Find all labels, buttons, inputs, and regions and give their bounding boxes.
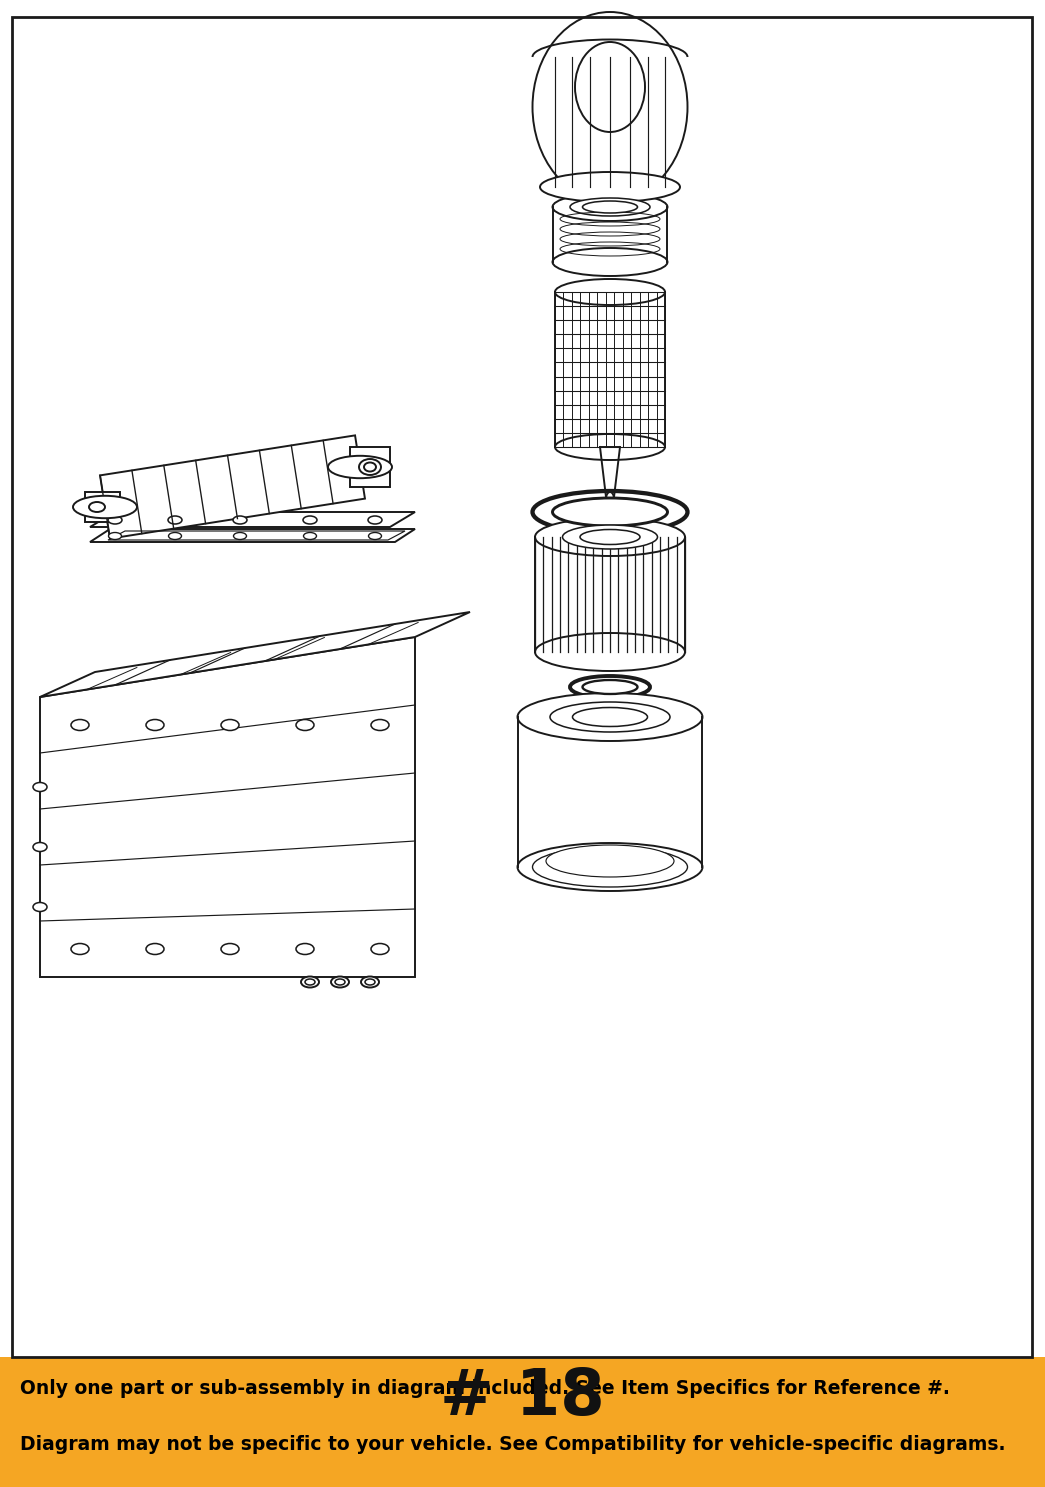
Polygon shape — [85, 492, 120, 522]
Ellipse shape — [359, 459, 381, 474]
Ellipse shape — [33, 903, 47, 912]
Ellipse shape — [33, 782, 47, 791]
Ellipse shape — [580, 529, 640, 544]
Polygon shape — [40, 636, 415, 977]
Ellipse shape — [369, 532, 381, 540]
Ellipse shape — [335, 978, 345, 984]
Ellipse shape — [555, 434, 665, 459]
Ellipse shape — [575, 42, 645, 132]
Text: Only one part or sub-assembly in diagram included. See Item Specifics for Refere: Only one part or sub-assembly in diagram… — [20, 1380, 950, 1398]
Ellipse shape — [533, 491, 688, 532]
Ellipse shape — [220, 720, 239, 730]
Ellipse shape — [168, 516, 182, 523]
Ellipse shape — [108, 516, 122, 523]
Ellipse shape — [535, 633, 686, 671]
Ellipse shape — [146, 720, 164, 730]
Ellipse shape — [301, 977, 319, 987]
Polygon shape — [40, 613, 470, 697]
Ellipse shape — [517, 843, 702, 891]
Polygon shape — [90, 512, 415, 526]
Ellipse shape — [606, 492, 614, 506]
Ellipse shape — [570, 198, 650, 216]
Ellipse shape — [553, 498, 668, 526]
Ellipse shape — [562, 525, 657, 549]
Ellipse shape — [71, 720, 89, 730]
Ellipse shape — [303, 532, 317, 540]
Ellipse shape — [328, 457, 392, 479]
Ellipse shape — [33, 843, 47, 852]
Ellipse shape — [331, 977, 349, 987]
Ellipse shape — [296, 720, 314, 730]
Ellipse shape — [89, 503, 104, 512]
Ellipse shape — [533, 848, 688, 888]
Ellipse shape — [555, 280, 665, 305]
Ellipse shape — [371, 720, 389, 730]
Ellipse shape — [582, 680, 637, 694]
Text: Diagram may not be specific to your vehicle. See Compatibility for vehicle-speci: Diagram may not be specific to your vehi… — [20, 1435, 1005, 1454]
Ellipse shape — [303, 516, 317, 523]
Ellipse shape — [71, 943, 89, 955]
Ellipse shape — [573, 708, 648, 727]
Ellipse shape — [233, 532, 247, 540]
Ellipse shape — [371, 943, 389, 955]
Ellipse shape — [365, 978, 375, 984]
Ellipse shape — [550, 702, 670, 732]
Polygon shape — [350, 448, 390, 488]
Ellipse shape — [361, 977, 379, 987]
Polygon shape — [90, 529, 415, 541]
Ellipse shape — [146, 943, 164, 955]
Text: # 18: # 18 — [440, 1367, 604, 1428]
Ellipse shape — [220, 943, 239, 955]
Ellipse shape — [368, 516, 382, 523]
Ellipse shape — [535, 517, 686, 556]
Polygon shape — [100, 436, 365, 538]
Ellipse shape — [517, 693, 702, 741]
Ellipse shape — [305, 978, 315, 984]
Ellipse shape — [540, 172, 680, 202]
Ellipse shape — [553, 248, 668, 277]
Ellipse shape — [533, 12, 688, 202]
Ellipse shape — [296, 943, 314, 955]
Ellipse shape — [109, 532, 121, 540]
Ellipse shape — [168, 532, 182, 540]
Ellipse shape — [553, 498, 668, 526]
Bar — [0, 1358, 1045, 1487]
Ellipse shape — [233, 516, 247, 523]
Ellipse shape — [545, 845, 674, 877]
Ellipse shape — [73, 495, 137, 517]
Ellipse shape — [364, 462, 376, 471]
Ellipse shape — [582, 680, 637, 694]
Ellipse shape — [582, 201, 637, 213]
Ellipse shape — [570, 677, 650, 697]
Ellipse shape — [553, 193, 668, 222]
